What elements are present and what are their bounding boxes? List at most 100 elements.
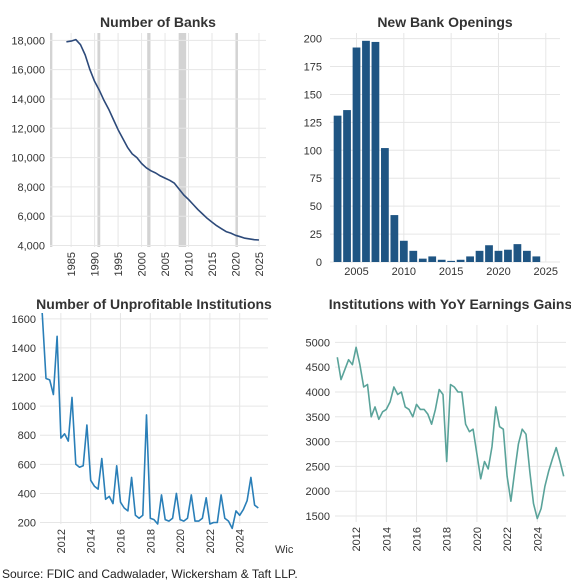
new-bank-openings-chart: New Bank Openings 0 25 50 75 100 125 150 175 200 2… (304, 14, 560, 278)
y-tick-label: 600 (18, 459, 36, 471)
series-line (41, 312, 259, 530)
y-tick-label: 4500 (306, 362, 330, 374)
chart-title: Number of Unprofitable Institutions (36, 296, 272, 312)
x-tick-label: 2020 (230, 252, 242, 276)
bar (352, 47, 361, 263)
bar (437, 259, 446, 262)
x-tick-label: 2018 (442, 527, 454, 551)
bar (333, 115, 342, 262)
y-tick-label: 10,000 (11, 153, 45, 165)
y-tick-label: 6,000 (17, 211, 45, 223)
y-tick-label: 75 (310, 173, 322, 185)
bar (409, 250, 418, 262)
x-tick-label: 1990 (90, 252, 102, 276)
x-tick-label: 2022 (205, 529, 217, 553)
y-tick-label: 14,000 (11, 94, 45, 106)
series-line (66, 38, 260, 241)
bar (513, 244, 522, 262)
x-tick-label: 2015 (439, 266, 463, 278)
watermark-fragment: Wic (275, 544, 294, 556)
y-tick-label: 18,000 (11, 35, 45, 47)
x-tick-label: 2016 (412, 527, 424, 551)
y-tick-label: 1500 (306, 511, 330, 523)
chart-title: New Bank Openings (377, 14, 513, 30)
x-tick-label: 2022 (502, 527, 514, 551)
x-tick-label: 1985 (66, 252, 78, 276)
y-tick-label: 3000 (306, 437, 330, 449)
y-tick-label: 200 (18, 518, 36, 530)
recession-shade (235, 33, 238, 247)
y-tick-label: 2000 (306, 486, 330, 498)
x-tick-label: 2025 (254, 252, 266, 276)
y-tick-label: 16,000 (11, 65, 45, 77)
x-tick-label: 2025 (534, 266, 558, 278)
y-tick-label: 50 (310, 201, 322, 213)
bar (475, 250, 484, 262)
earnings-gains-chart: Institutions with YoY Earnings Gains 1500… (306, 296, 571, 551)
x-tick-label: 2024 (532, 527, 544, 551)
recession-shade (178, 33, 187, 247)
bar (532, 256, 541, 262)
recession-shade (147, 33, 151, 247)
y-tick-label: 4,000 (17, 241, 45, 253)
x-tick-label: 2020 (175, 529, 187, 553)
x-tick-label: 2018 (145, 529, 157, 553)
y-tick-label: 1600 (12, 314, 36, 326)
bar (447, 260, 456, 262)
source-note: Source: FDIC and Cadwalader, Wickersham … (2, 567, 298, 581)
x-tick-label: 1995 (113, 252, 125, 276)
bar (522, 250, 531, 262)
y-tick-label: 1400 (12, 343, 36, 355)
x-tick-label: 2024 (235, 529, 247, 553)
y-tick-label: 800 (18, 430, 36, 442)
chart-title: Number of Banks (100, 14, 216, 30)
recession-shade (50, 33, 53, 247)
x-tick-label: 2020 (486, 266, 510, 278)
bar (418, 258, 427, 262)
bar (428, 256, 437, 262)
y-tick-label: 125 (304, 117, 322, 129)
x-tick-label: 2010 (184, 252, 196, 276)
y-tick-label: 12,000 (11, 123, 45, 135)
bar (390, 215, 399, 262)
x-tick-label: 2014 (86, 529, 98, 553)
y-tick-label: 25 (310, 229, 322, 241)
x-tick-label: 2005 (160, 252, 172, 276)
bar (399, 240, 408, 262)
x-tick-label: 2005 (344, 266, 368, 278)
x-tick-label: 2012 (56, 529, 68, 553)
x-tick-label: 2012 (351, 527, 363, 551)
bar (504, 249, 512, 262)
y-tick-label: 100 (304, 145, 322, 157)
y-tick-label: 175 (304, 62, 322, 74)
chart-title: Institutions with YoY Earnings Gains (329, 296, 571, 312)
bar (371, 41, 380, 262)
series-line (336, 346, 565, 520)
y-tick-label: 5000 (306, 337, 330, 349)
y-tick-label: 4000 (306, 387, 330, 399)
x-tick-label: 2014 (381, 527, 393, 551)
unprofitable-institutions-chart: Number of Unprofitable Institutions 200 40… (12, 296, 273, 553)
x-tick-label: 2016 (115, 529, 127, 553)
y-tick-label: 400 (18, 488, 36, 500)
x-tick-label: 2000 (137, 252, 149, 276)
y-tick-label: 200 (304, 34, 322, 46)
y-tick-label: 3500 (306, 412, 330, 424)
y-tick-label: 150 (304, 89, 322, 101)
y-tick-label: 2500 (306, 461, 330, 473)
bar (466, 256, 474, 262)
bar (362, 40, 370, 262)
bar (485, 245, 493, 262)
recession-shade (97, 33, 101, 247)
bar (494, 250, 503, 262)
charts-figure: Number of Banks 4,000 6,000 8,000 10,000 12,0… (11, 14, 571, 556)
number-of-banks-chart: Number of Banks 4,000 6,000 8,000 10,000 12,0… (11, 14, 266, 276)
y-tick-label: 1200 (12, 372, 36, 384)
x-tick-label: 2010 (392, 266, 416, 278)
x-tick-label: 2020 (472, 527, 484, 551)
y-tick-label: 8,000 (17, 182, 45, 194)
y-tick-label: 1000 (12, 401, 36, 413)
bar (381, 148, 389, 262)
bar (456, 259, 465, 262)
bar (343, 110, 351, 262)
